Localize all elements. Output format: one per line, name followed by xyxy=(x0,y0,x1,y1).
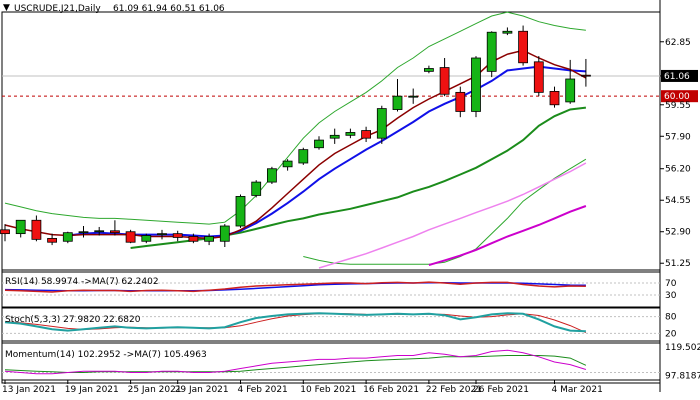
stoch-tick-label: 80 xyxy=(665,313,677,323)
candle-body xyxy=(581,74,591,77)
rsi-tick-label: 30 xyxy=(665,291,677,301)
candle-body xyxy=(392,95,403,110)
date-label: 16 Feb 2021 xyxy=(363,385,419,395)
momentum-tick-label: 97.8187 xyxy=(665,371,700,381)
price-tick-label: 59.55 xyxy=(665,101,691,111)
price-tick-label: 52.90 xyxy=(665,228,691,238)
bollinger-upper xyxy=(4,11,586,225)
candle-body xyxy=(376,108,387,139)
date-label: 29 Jan 2021 xyxy=(175,385,229,395)
current-price-badge xyxy=(661,69,698,82)
candle-body xyxy=(502,30,513,34)
candle-body xyxy=(298,149,309,164)
symbol-label: USCRUDE.J21,Daily xyxy=(14,4,101,14)
momentum-line xyxy=(4,349,587,375)
date-label: 25 Jan 2021 xyxy=(128,385,182,395)
date-label: 26 Feb 2021 xyxy=(473,385,529,395)
candle-body xyxy=(423,68,434,72)
candle-body xyxy=(565,78,576,103)
ma-fast-line xyxy=(67,65,586,238)
candle-body xyxy=(15,219,26,235)
candle-body xyxy=(110,230,120,234)
candle-body xyxy=(141,235,152,242)
chart-labels: 62.85 61.06 59.55 57.90 56.20 54.55 52.90 51.25… xyxy=(2,38,700,395)
price-tick-label: 51.25 xyxy=(665,259,691,269)
candle-body xyxy=(345,132,356,136)
momentum-label: Momentum(14) 102.2952 ->MA(7) 105.4963 xyxy=(5,350,207,360)
candle-body xyxy=(235,196,246,227)
candle-body xyxy=(518,30,528,64)
candle-body xyxy=(329,134,340,139)
date-label: 13 Jan 2021 xyxy=(2,385,56,395)
momentum-tick-label: 119.5027 xyxy=(665,343,700,353)
price-tick-label: 57.90 xyxy=(665,132,691,142)
candle-body xyxy=(439,67,450,95)
candle-body xyxy=(157,233,167,236)
rsi-label: RSI(14) 58.9974 ->MA(7) 62.2402 xyxy=(5,277,159,287)
candle-body xyxy=(188,236,199,242)
candle-body xyxy=(486,31,497,72)
candle-body xyxy=(94,230,105,233)
date-label: 4 Feb 2021 xyxy=(238,385,288,395)
candle-body xyxy=(282,160,293,168)
candle-body xyxy=(78,231,89,234)
candle-body xyxy=(408,95,419,98)
candle-body xyxy=(125,231,136,243)
candle-body xyxy=(0,229,10,235)
date-label: 19 Jan 2021 xyxy=(65,385,119,395)
date-label: 10 Feb 2021 xyxy=(300,385,356,395)
level-badge xyxy=(661,90,698,103)
price-tick-label: 62.85 xyxy=(665,38,691,48)
candle-body xyxy=(251,181,262,196)
rsi-tick-label: 70 xyxy=(665,279,677,289)
header-arrow-icon[interactable]: ▼ xyxy=(3,3,10,13)
momentum-ma-line xyxy=(4,355,587,373)
ma-longest-line xyxy=(428,205,587,267)
candle-body xyxy=(455,91,466,112)
price-tick-label: 61.06 xyxy=(665,72,691,82)
candle-body xyxy=(266,168,277,183)
ohlc-label: 61.09 61.94 60.51 61.06 xyxy=(113,4,225,14)
candle-body xyxy=(219,225,230,242)
candle-body xyxy=(31,219,42,240)
bollinger-lower xyxy=(303,158,587,265)
candle-body xyxy=(62,232,73,242)
rsi-line xyxy=(4,281,586,293)
stoch-signal-line xyxy=(4,312,587,334)
candles xyxy=(0,25,591,247)
level-label: 60.00 xyxy=(664,92,690,102)
ma-long-line xyxy=(318,162,587,269)
candle-body xyxy=(471,57,481,112)
candle-body xyxy=(47,238,57,243)
stoch-main-line xyxy=(4,312,586,333)
candle-body xyxy=(204,236,215,242)
chart-back-layer xyxy=(1,0,698,392)
candle-body xyxy=(172,233,183,238)
stoch-label: Stoch(5,3,3) 27.9820 22.6820 xyxy=(5,315,141,325)
candle-body xyxy=(533,61,544,93)
price-tick-label: 54.55 xyxy=(665,196,691,206)
candle-body xyxy=(549,91,560,106)
date-label: 22 Feb 2021 xyxy=(426,385,482,395)
date-label: 4 Mar 2021 xyxy=(552,385,603,395)
price-tick-label: 56.20 xyxy=(665,165,691,175)
stoch-tick-label: 20 xyxy=(665,329,677,339)
current-price-label: 61.06 xyxy=(664,72,690,82)
candle-body xyxy=(361,130,372,139)
candle-body xyxy=(314,139,324,149)
